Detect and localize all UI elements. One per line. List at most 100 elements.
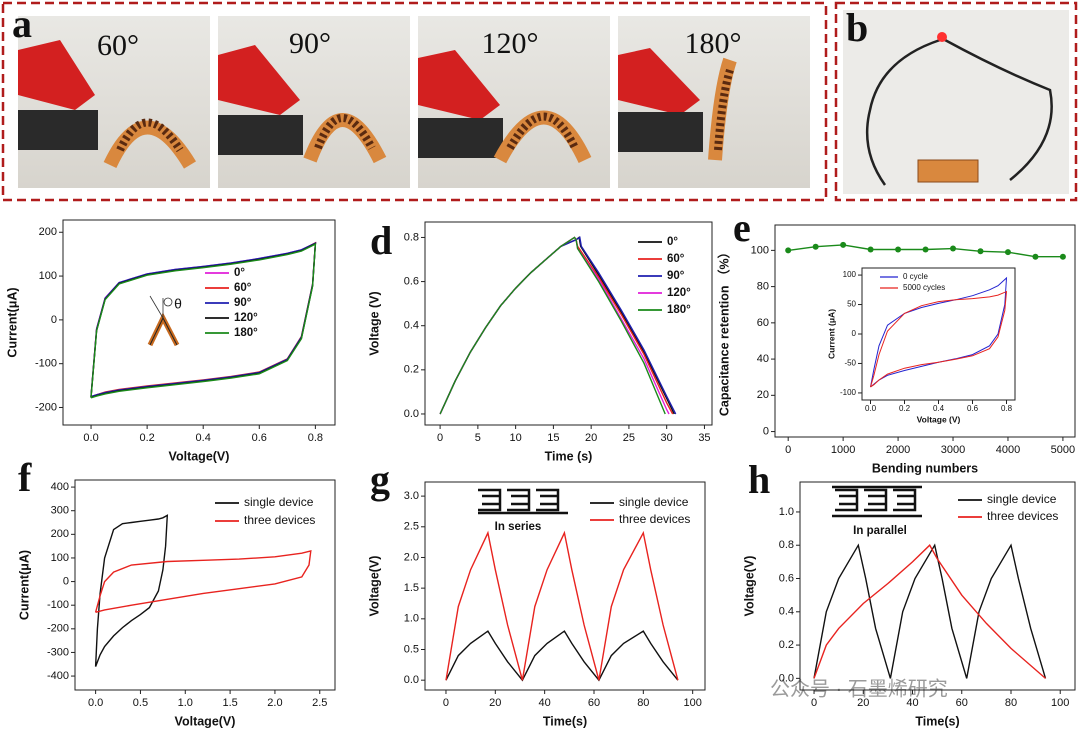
watermark: 公众号 · 石墨烯研究 bbox=[770, 677, 948, 700]
legend-label: 120° bbox=[234, 312, 258, 324]
x-tick-label: 40 bbox=[906, 697, 918, 709]
y-tick-label: -200 bbox=[47, 623, 69, 635]
x-tick-label: 40 bbox=[539, 697, 551, 709]
data-point bbox=[867, 246, 874, 253]
photo-circuit bbox=[843, 10, 1069, 194]
y-tick-label: 0.4 bbox=[404, 320, 419, 332]
annotation: θ bbox=[174, 296, 182, 312]
x-tick-label: 0.8 bbox=[308, 432, 323, 444]
y-tick-label: 60 bbox=[757, 317, 769, 329]
x-tick-label: 0.4 bbox=[933, 404, 945, 413]
x-tick-label: 0.8 bbox=[1001, 404, 1013, 413]
series-line bbox=[439, 236, 670, 415]
y-axis-title: Voltage (V) bbox=[367, 291, 381, 355]
x-tick-label: 0.5 bbox=[133, 697, 148, 709]
y-tick-label: 1.0 bbox=[779, 506, 794, 518]
x-tick-label: 15 bbox=[547, 432, 559, 444]
plot-frame bbox=[424, 221, 713, 426]
legend-label: single device bbox=[619, 495, 689, 509]
y-tick-label: 0.2 bbox=[779, 639, 794, 651]
plot-frame bbox=[799, 481, 1076, 691]
legend-label: 0 cycle bbox=[903, 272, 928, 281]
x-tick-label: 1.0 bbox=[178, 697, 193, 709]
series-line bbox=[439, 236, 677, 415]
angle-label: 90° bbox=[289, 27, 331, 60]
data-point bbox=[785, 247, 792, 254]
y-tick-label: 0 bbox=[763, 425, 769, 437]
legend-label: 60° bbox=[667, 253, 685, 265]
legend-label: 60° bbox=[234, 282, 252, 294]
annotation: In parallel bbox=[853, 525, 907, 537]
x-tick-label: 1.5 bbox=[222, 697, 237, 709]
x-axis-title: Time(s) bbox=[543, 714, 587, 728]
plot-frame bbox=[774, 224, 1076, 438]
x-tick-label: 2.5 bbox=[312, 697, 327, 709]
y-tick-label: 200 bbox=[51, 528, 69, 540]
x-tick-label: 0.0 bbox=[83, 432, 98, 444]
series-line bbox=[439, 236, 666, 415]
x-tick-label: 0.0 bbox=[88, 697, 103, 709]
data-point bbox=[895, 246, 902, 253]
x-tick-label: 10 bbox=[510, 432, 522, 444]
legend-label: 180° bbox=[234, 327, 258, 339]
legend-label: three devices bbox=[619, 512, 690, 526]
x-tick-label: 60 bbox=[588, 697, 600, 709]
y-tick-label: 300 bbox=[51, 505, 69, 517]
y-axis-title: Current(μA) bbox=[5, 287, 19, 357]
legend-label: 90° bbox=[234, 297, 252, 309]
y-tick-label: -200 bbox=[35, 401, 57, 413]
x-tick-label: 2.0 bbox=[267, 697, 282, 709]
y-tick-label: 0.6 bbox=[404, 275, 419, 287]
x-tick-label: 0 bbox=[437, 432, 443, 444]
series-icon bbox=[478, 488, 568, 515]
x-tick-label: 0.2 bbox=[899, 404, 911, 413]
x-tick-label: 5000 bbox=[1051, 444, 1075, 456]
y-tick-label: -100 bbox=[840, 388, 857, 397]
legend-label: 0° bbox=[667, 236, 678, 248]
y-axis-title: Current (μA) bbox=[826, 309, 836, 359]
panel-label: b bbox=[846, 5, 868, 50]
y-tick-label: -400 bbox=[47, 670, 69, 682]
data-point bbox=[950, 245, 957, 252]
y-tick-label: 400 bbox=[51, 481, 69, 493]
series-line bbox=[445, 530, 679, 681]
panel-b-frame bbox=[834, 1, 1078, 202]
series-line bbox=[90, 242, 317, 398]
x-tick-label: 0 bbox=[811, 697, 817, 709]
data-point bbox=[812, 243, 819, 250]
data-point bbox=[922, 246, 929, 253]
x-tick-label: 35 bbox=[698, 432, 710, 444]
legend-label: single device bbox=[987, 492, 1057, 506]
y-tick-label: 100 bbox=[39, 270, 57, 282]
data-point bbox=[1059, 253, 1066, 260]
y-tick-label: 80 bbox=[757, 281, 769, 293]
x-axis-title: Voltage(V) bbox=[175, 714, 236, 728]
parallel-icon bbox=[832, 485, 922, 518]
y-tick-label: 0 bbox=[63, 575, 69, 587]
y-tick-label: 20 bbox=[757, 389, 769, 401]
y-axis-title: Current(μA) bbox=[17, 550, 31, 620]
y-tick-label: 100 bbox=[51, 552, 69, 564]
y-tick-label: 0 bbox=[51, 314, 57, 326]
y-axis-title: Voltage(V) bbox=[367, 556, 381, 617]
y-tick-label: -100 bbox=[35, 358, 57, 370]
legend-label: 5000 cycles bbox=[903, 283, 945, 292]
series-line bbox=[445, 630, 679, 682]
x-tick-label: 0.6 bbox=[967, 404, 979, 413]
legend-label: 120° bbox=[667, 287, 691, 299]
x-tick-label: 20 bbox=[489, 697, 501, 709]
y-axis-title: Voltage(V) bbox=[742, 556, 756, 617]
series-line bbox=[813, 544, 1046, 679]
annotation: In series bbox=[495, 521, 542, 533]
x-tick-label: 0 bbox=[785, 444, 791, 456]
x-axis-title: Time(s) bbox=[915, 714, 959, 728]
x-axis-title: Bending numbers bbox=[872, 461, 978, 475]
panel-label: e bbox=[733, 205, 751, 250]
x-axis-title: Time (s) bbox=[545, 449, 593, 463]
x-tick-label: 100 bbox=[683, 697, 701, 709]
series-line bbox=[870, 290, 1008, 388]
x-tick-label: 3000 bbox=[941, 444, 965, 456]
y-tick-label: 0.6 bbox=[779, 572, 794, 584]
y-tick-label: 100 bbox=[843, 270, 857, 279]
